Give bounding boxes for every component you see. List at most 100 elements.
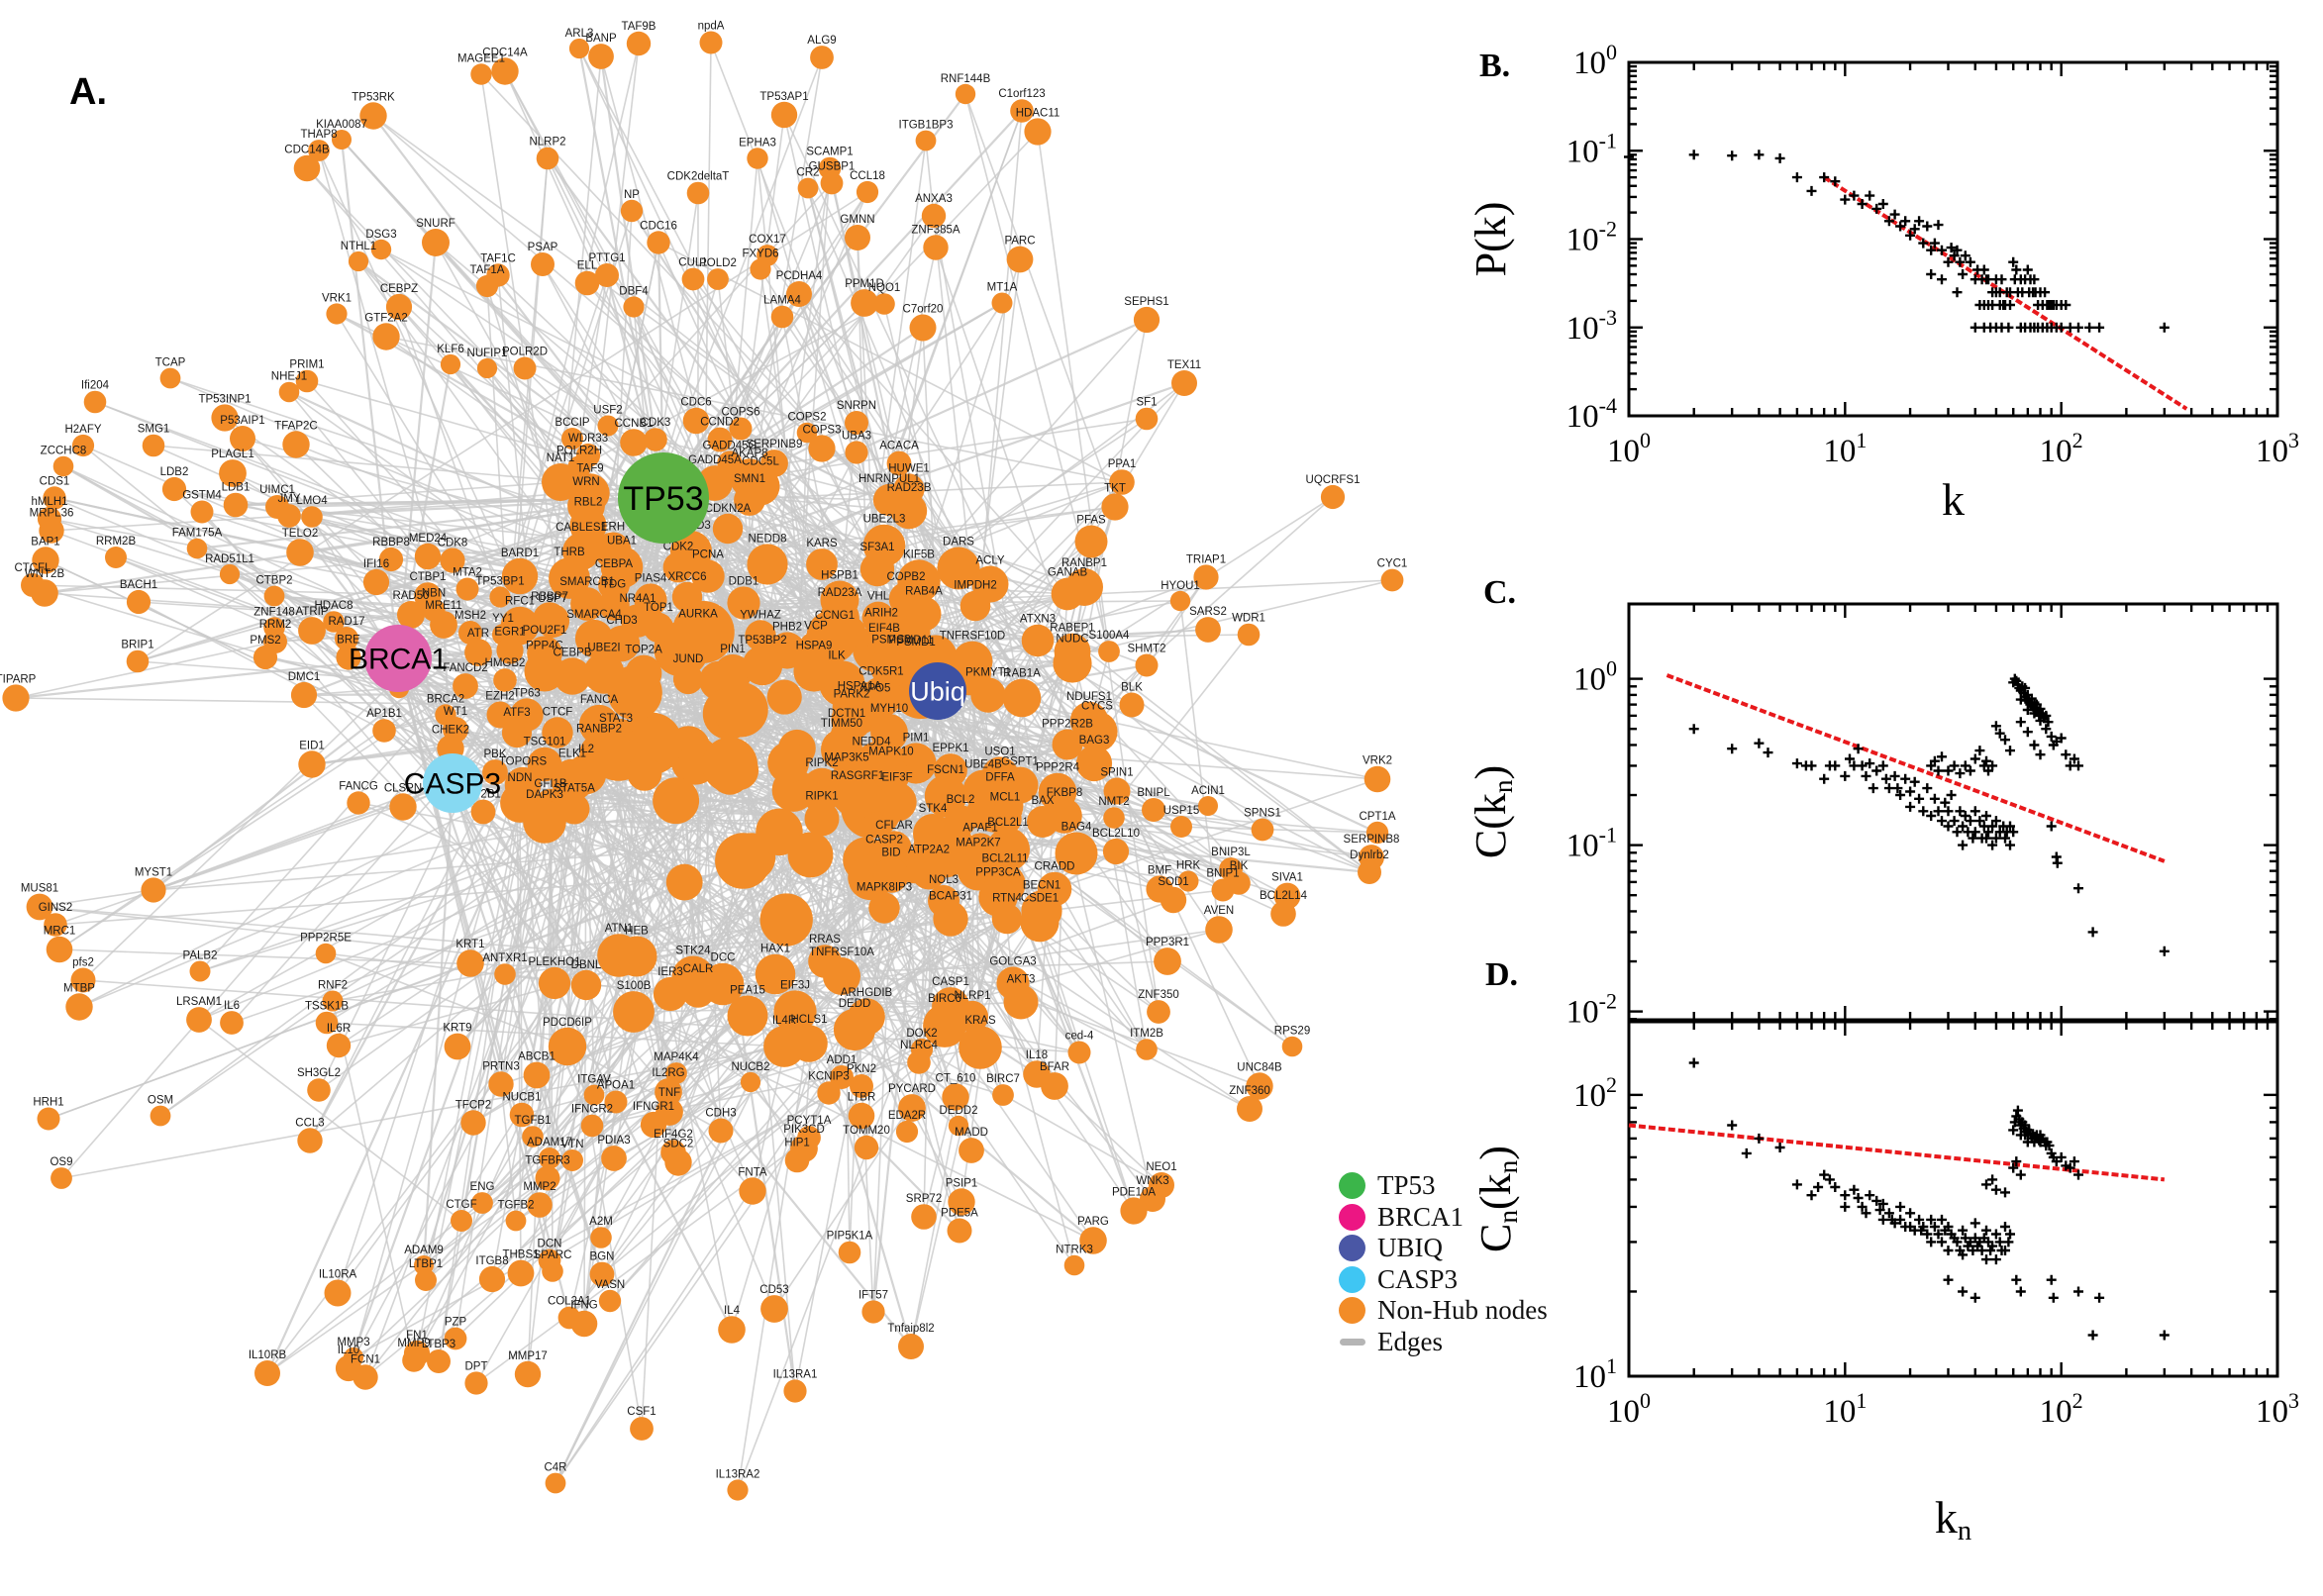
network-node[interactable] xyxy=(1136,1039,1158,1060)
network-node[interactable] xyxy=(1109,469,1135,495)
network-node[interactable] xyxy=(464,639,492,666)
network-node[interactable] xyxy=(293,154,321,182)
network-node[interactable] xyxy=(1076,711,1118,752)
network-node[interactable] xyxy=(948,1115,969,1137)
hub-node-casp3[interactable] xyxy=(423,753,482,813)
network-node[interactable] xyxy=(801,767,843,809)
network-node[interactable] xyxy=(727,586,760,620)
network-node[interactable] xyxy=(662,551,694,583)
network-node[interactable] xyxy=(1047,798,1082,834)
network-node[interactable] xyxy=(713,653,753,693)
network-node[interactable] xyxy=(579,734,619,773)
network-node[interactable] xyxy=(464,1371,488,1395)
network-node[interactable] xyxy=(1170,816,1192,838)
network-node[interactable] xyxy=(1169,590,1191,612)
network-node[interactable] xyxy=(1098,641,1120,662)
network-node[interactable] xyxy=(372,719,396,743)
network-node[interactable] xyxy=(583,1084,605,1106)
network-node[interactable] xyxy=(444,1033,471,1060)
network-node[interactable] xyxy=(830,1065,854,1089)
network-node[interactable] xyxy=(322,990,344,1012)
network-node[interactable] xyxy=(833,1008,876,1051)
network-node[interactable] xyxy=(742,645,783,686)
network-node[interactable] xyxy=(933,901,968,937)
network-node[interactable] xyxy=(539,1147,560,1169)
network-node[interactable] xyxy=(301,506,323,528)
network-node[interactable] xyxy=(1270,901,1296,927)
network-node[interactable] xyxy=(1037,871,1072,907)
network-node[interactable] xyxy=(664,1148,692,1176)
network-node[interactable] xyxy=(43,486,66,510)
network-node[interactable] xyxy=(672,663,704,695)
network-node[interactable] xyxy=(877,782,917,822)
network-node[interactable] xyxy=(230,426,255,451)
network-node[interactable] xyxy=(873,857,909,893)
network-node[interactable] xyxy=(548,1027,587,1066)
network-node[interactable] xyxy=(348,250,369,272)
network-node[interactable] xyxy=(501,557,539,595)
network-node[interactable] xyxy=(561,1149,583,1171)
network-node[interactable] xyxy=(326,1033,352,1058)
network-node[interactable] xyxy=(845,225,870,250)
network-node[interactable] xyxy=(898,1334,924,1359)
network-node[interactable] xyxy=(39,518,64,544)
network-node[interactable] xyxy=(150,1105,171,1127)
network-node[interactable] xyxy=(770,305,794,329)
network-node[interactable] xyxy=(307,1078,331,1102)
network-node[interactable] xyxy=(906,596,942,632)
network-node[interactable] xyxy=(362,568,390,596)
network-node[interactable] xyxy=(378,547,404,572)
network-node[interactable] xyxy=(921,203,947,229)
network-node[interactable] xyxy=(527,1192,553,1218)
network-node[interactable] xyxy=(297,1128,323,1153)
network-node[interactable] xyxy=(298,750,326,778)
network-node[interactable] xyxy=(755,953,796,995)
network-node[interactable] xyxy=(219,563,241,585)
network-node[interactable] xyxy=(604,1090,628,1114)
network-node[interactable] xyxy=(1067,1041,1091,1064)
network-node[interactable] xyxy=(513,356,537,380)
network-node[interactable] xyxy=(470,63,492,85)
network-node[interactable] xyxy=(729,417,753,441)
network-node[interactable] xyxy=(1119,692,1145,718)
network-node[interactable] xyxy=(992,1084,1014,1106)
network-node[interactable] xyxy=(65,993,93,1021)
network-node[interactable] xyxy=(315,943,337,964)
network-node[interactable] xyxy=(142,434,165,457)
network-node[interactable] xyxy=(1140,1186,1165,1212)
network-node[interactable] xyxy=(1021,624,1055,657)
network-node[interactable] xyxy=(823,957,860,995)
network-node[interactable] xyxy=(686,181,710,205)
network-node[interactable] xyxy=(1364,765,1391,793)
network-node[interactable] xyxy=(620,199,644,223)
network-node[interactable] xyxy=(1365,821,1389,845)
hub-node-tp53[interactable] xyxy=(618,452,709,544)
network-node[interactable] xyxy=(808,435,836,462)
network-node[interactable] xyxy=(845,441,868,464)
network-node[interactable] xyxy=(475,274,499,298)
network-node[interactable] xyxy=(915,130,937,151)
network-node[interactable] xyxy=(839,781,876,819)
network-node[interactable] xyxy=(554,657,591,695)
network-node[interactable] xyxy=(820,171,844,195)
network-node[interactable] xyxy=(988,802,1022,836)
network-node[interactable] xyxy=(308,140,330,161)
network-node[interactable] xyxy=(603,625,641,662)
network-node[interactable] xyxy=(707,268,729,290)
network-node[interactable] xyxy=(640,1111,667,1139)
network-node[interactable] xyxy=(991,292,1013,314)
network-node[interactable] xyxy=(854,1135,879,1160)
network-node[interactable] xyxy=(691,559,725,593)
network-node[interactable] xyxy=(1133,306,1161,334)
network-node[interactable] xyxy=(385,293,413,321)
network-node[interactable] xyxy=(542,717,573,748)
network-node[interactable] xyxy=(838,1241,861,1264)
network-node[interactable] xyxy=(718,1316,746,1344)
network-node[interactable] xyxy=(945,805,976,837)
network-node[interactable] xyxy=(536,147,559,170)
network-node[interactable] xyxy=(415,1269,437,1291)
network-node[interactable] xyxy=(1380,568,1404,592)
network-node[interactable] xyxy=(1024,118,1052,146)
network-node[interactable] xyxy=(455,577,479,601)
network-node[interactable] xyxy=(427,1349,451,1373)
